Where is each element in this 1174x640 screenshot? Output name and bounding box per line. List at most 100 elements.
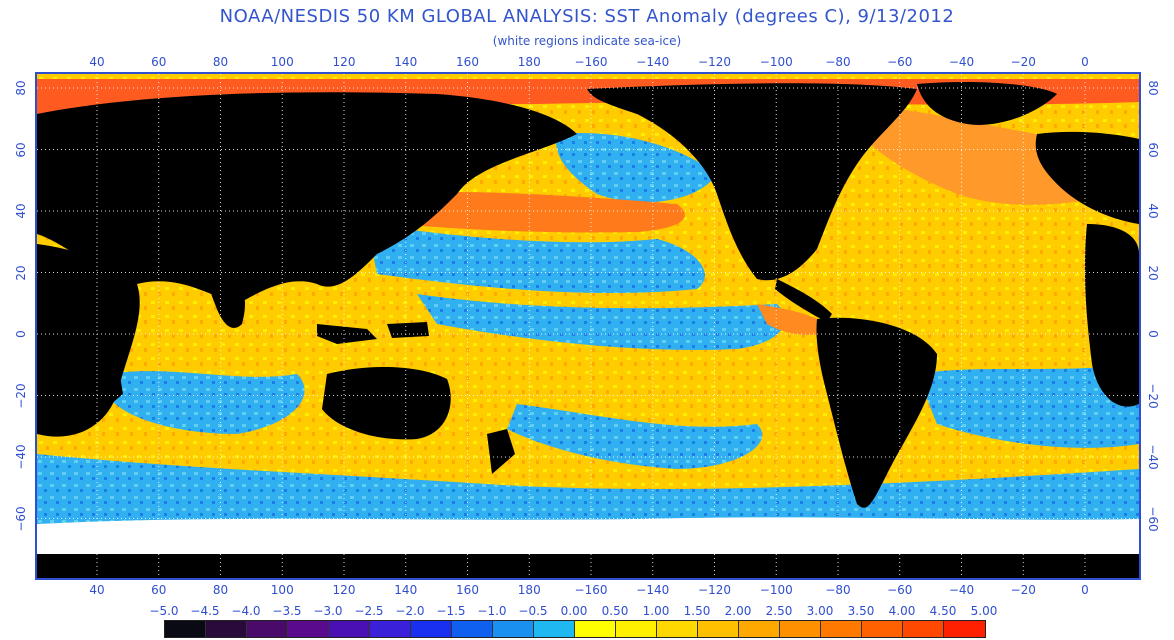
colorbar-label: 0.50 xyxy=(601,604,629,618)
longitude-tick-label: −60 xyxy=(887,583,913,597)
equatorial-pacific-cool xyxy=(417,294,785,350)
indonesia-islands xyxy=(317,322,429,344)
latitude-tick-label: −40 xyxy=(14,444,28,470)
colorbar-label: 2.00 xyxy=(724,604,752,618)
colorbar-label: 4.50 xyxy=(929,604,957,618)
central-america-land xyxy=(775,279,832,322)
longitude-tick-label: −40 xyxy=(948,55,975,69)
colorbar-label: 3.50 xyxy=(847,604,875,618)
latitude-tick-label: 0 xyxy=(14,330,28,338)
colorbar-swatch xyxy=(452,621,493,637)
colorbar-label: 2.50 xyxy=(765,604,793,618)
colorbar-label: −3.5 xyxy=(272,604,302,618)
africa-east-land xyxy=(1084,224,1139,407)
longitude-tick-label: −100 xyxy=(759,55,793,69)
latitude-tick-label: 0 xyxy=(1146,330,1160,338)
longitude-tick-label: −20 xyxy=(1010,583,1036,597)
longitude-tick-label: −120 xyxy=(698,55,731,69)
longitude-tick-label: −40 xyxy=(948,583,975,597)
longitude-tick-label: 120 xyxy=(332,583,356,597)
colorbar-label: −3.0 xyxy=(313,604,343,618)
europe-land xyxy=(1035,131,1139,224)
latitude-tick-label: 20 xyxy=(1146,264,1160,281)
longitude-tick-label: −20 xyxy=(1010,55,1036,69)
latitude-tick-label: −20 xyxy=(1146,382,1160,409)
colorbar-label: −1.5 xyxy=(436,604,466,618)
longitude-tick-label: 40 xyxy=(89,55,105,69)
longitude-tick-label: −60 xyxy=(887,55,913,69)
longitude-tick-label: 140 xyxy=(394,55,418,69)
colorbar xyxy=(164,620,986,638)
map-title: NOAA/NESDIS 50 KM GLOBAL ANALYSIS: SST A… xyxy=(219,6,955,27)
antarctic-sea-ice xyxy=(37,517,1139,554)
lat-lon-grid xyxy=(37,74,1139,578)
madagascar-land xyxy=(107,370,123,404)
colorbar-swatch xyxy=(247,621,288,637)
colorbar-swatch xyxy=(698,621,739,637)
colorbar-label: −1.0 xyxy=(477,604,507,618)
longitude-tick-label: 160 xyxy=(456,55,479,69)
colorbar-swatch xyxy=(739,621,780,637)
eurasia-land xyxy=(37,92,577,305)
colorbar-swatch xyxy=(780,621,821,637)
indian-subcontinent-land xyxy=(206,264,246,328)
colorbar-label: −4.5 xyxy=(190,604,220,618)
north-pacific-cool-band xyxy=(367,224,705,294)
latitude-tick-label: 40 xyxy=(1146,203,1160,219)
colorbar-swatch xyxy=(534,621,575,637)
longitude-tick-label: 60 xyxy=(151,55,167,69)
longitude-tick-label: 40 xyxy=(89,583,105,597)
colorbar-swatch xyxy=(493,621,534,637)
colorbar-label: −5.0 xyxy=(149,604,179,618)
longitude-tick-label: −80 xyxy=(825,583,851,597)
sst-anomaly-map xyxy=(35,72,1141,580)
colorbar-swatch xyxy=(329,621,370,637)
south-atlantic-cool xyxy=(917,364,1139,448)
colorbar-label: 1.00 xyxy=(642,604,670,618)
colorbar-swatch xyxy=(862,621,903,637)
longitude-tick-label: 60 xyxy=(151,583,167,597)
longitude-tick-label: 160 xyxy=(456,583,479,597)
longitude-tick-label: −80 xyxy=(825,55,851,69)
colorbar-swatch xyxy=(206,621,247,637)
colorbar-label: 3.00 xyxy=(806,604,834,618)
colorbar-swatch xyxy=(657,621,698,637)
australia-land xyxy=(322,367,451,440)
longitude-tick-label: 80 xyxy=(212,583,229,597)
colorbar-label: −2.5 xyxy=(354,604,384,618)
latitude-tick-label: −60 xyxy=(14,505,28,532)
longitude-tick-label: 120 xyxy=(332,55,356,69)
map-canvas xyxy=(37,74,1139,578)
longitude-tick-label: 100 xyxy=(270,55,294,69)
longitude-tick-label: −160 xyxy=(574,583,608,597)
colorbar-label: 1.50 xyxy=(683,604,711,618)
colorbar-swatch xyxy=(288,621,329,637)
colorbar-label: 4.00 xyxy=(888,604,916,618)
north-pacific-warm-band xyxy=(397,192,685,233)
colorbar-label: −2.0 xyxy=(395,604,425,618)
latitude-tick-label: 60 xyxy=(14,141,28,158)
longitude-tick-label: −160 xyxy=(574,55,608,69)
colorbar-swatch xyxy=(821,621,862,637)
latitude-tick-label: −20 xyxy=(14,382,28,409)
north-america-land xyxy=(587,83,917,281)
map-subtitle: (white regions indicate sea-ice) xyxy=(492,34,682,48)
longitude-tick-label: −140 xyxy=(636,583,670,597)
latitude-tick-label: 80 xyxy=(14,80,28,96)
colorbar-swatch xyxy=(370,621,411,637)
south-america-land xyxy=(816,317,937,508)
latitude-tick-label: 80 xyxy=(1146,80,1160,96)
longitude-tick-label: −140 xyxy=(636,55,670,69)
colorbar-label: −0.5 xyxy=(518,604,548,618)
colorbar-swatch xyxy=(616,621,657,637)
greenland-land xyxy=(917,82,1057,125)
longitude-tick-label: 0 xyxy=(1081,583,1089,597)
latitude-tick-label: 60 xyxy=(1146,141,1160,158)
latitude-tick-label: −60 xyxy=(1146,505,1160,532)
longitude-tick-label: 180 xyxy=(517,55,541,69)
colorbar-label: 5.00 xyxy=(970,604,998,618)
longitude-tick-label: −120 xyxy=(698,583,731,597)
longitude-tick-label: 0 xyxy=(1081,55,1089,69)
colorbar-label: 0.00 xyxy=(560,604,588,618)
longitude-tick-label: 140 xyxy=(394,583,418,597)
